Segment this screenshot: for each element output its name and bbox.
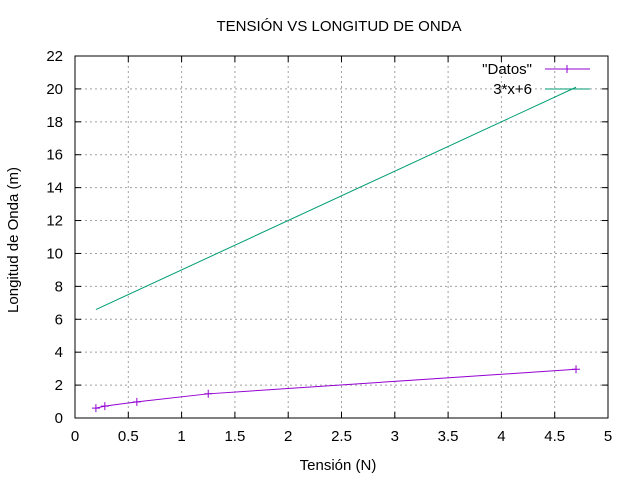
x-tick-label: 0.5 xyxy=(118,428,139,445)
series-line xyxy=(95,368,577,409)
data-point xyxy=(204,389,213,398)
y-tick-label: 22 xyxy=(46,48,63,65)
x-tick-label: 2.5 xyxy=(331,428,352,445)
x-tick-label: 1 xyxy=(177,428,185,445)
y-axis-title: Longitud de Onda (m) xyxy=(5,167,22,313)
grid xyxy=(75,56,608,418)
legend-label: 3*x+6 xyxy=(493,81,532,98)
data-point xyxy=(132,397,141,406)
series-0 xyxy=(91,365,581,413)
chart-title: TENSIÓN VS LONGITUD DE ONDA xyxy=(216,18,461,35)
x-tick-label: 3.5 xyxy=(438,428,459,445)
ticks: 0 0.5 1 1.5 2 2.5 3 3.5 4 4.5 5 0 2 4 6 8 10 12 14 16 18 20 22 xyxy=(46,48,612,445)
legend: "Datos" 3*x+6 xyxy=(482,61,590,98)
x-axis-title: Tensión (N) xyxy=(300,457,377,474)
x-tick-label: 0 xyxy=(71,428,79,445)
x-tick-label: 2 xyxy=(284,428,292,445)
y-tick-label: 0 xyxy=(55,410,63,427)
data-point xyxy=(91,404,100,413)
series-line xyxy=(95,86,577,311)
data-point xyxy=(100,402,109,411)
data-point xyxy=(572,365,581,374)
legend-marker xyxy=(563,65,571,73)
y-tick-label: 4 xyxy=(55,344,63,361)
legend-label: "Datos" xyxy=(482,61,532,78)
y-tick-label: 20 xyxy=(46,81,63,98)
x-tick-label: 3 xyxy=(391,428,399,445)
y-tick-label: 10 xyxy=(46,245,63,262)
series xyxy=(91,86,581,413)
y-tick-label: 16 xyxy=(46,147,63,164)
y-tick-label: 6 xyxy=(55,311,63,328)
y-tick-label: 2 xyxy=(55,377,63,394)
series-1 xyxy=(95,86,577,311)
x-tick-label: 4.5 xyxy=(544,428,565,445)
x-tick-label: 1.5 xyxy=(224,428,245,445)
y-tick-label: 18 xyxy=(46,114,63,131)
x-tick-label: 5 xyxy=(604,428,612,445)
x-tick-label: 4 xyxy=(497,428,505,445)
y-tick-label: 8 xyxy=(55,278,63,295)
y-tick-label: 12 xyxy=(46,213,63,230)
y-tick-label: 14 xyxy=(46,180,63,197)
